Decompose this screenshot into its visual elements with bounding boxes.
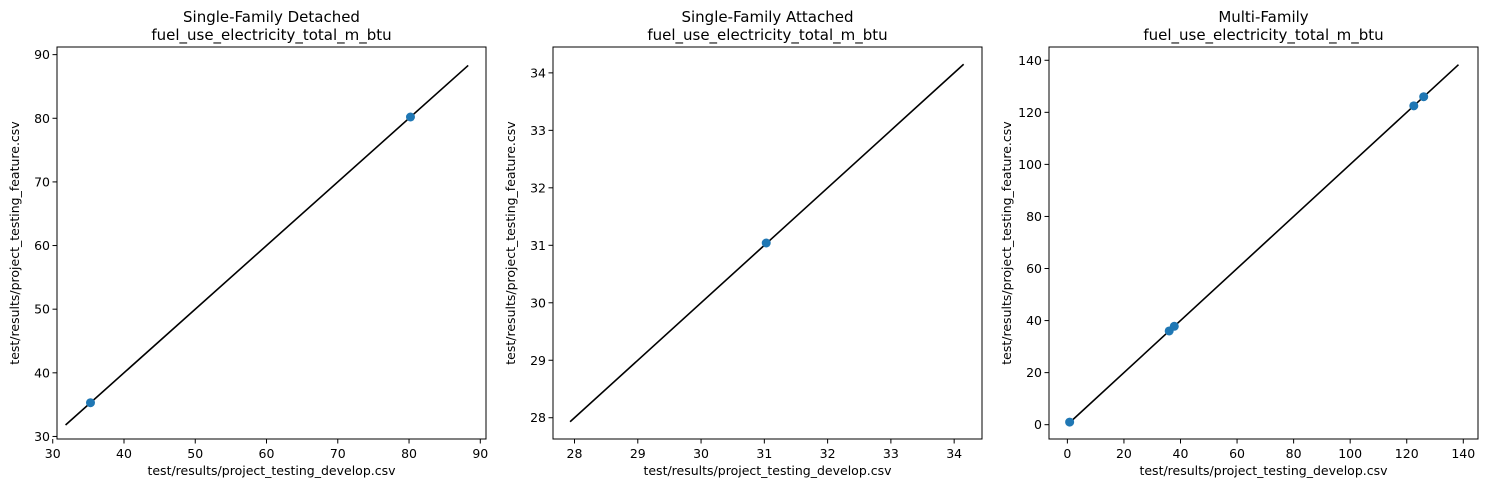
y-tick-label: 120	[1018, 105, 1042, 120]
y-tick-label: 90	[34, 47, 50, 62]
y-tick-label: 32	[530, 180, 546, 195]
x-tick-label: 20	[1116, 446, 1132, 461]
x-tick-label: 28	[567, 446, 583, 461]
y-tick-label: 100	[1018, 157, 1042, 172]
data-point	[761, 238, 771, 248]
x-tick-label: 32	[820, 446, 836, 461]
data-point	[1065, 417, 1075, 427]
data-point	[85, 398, 95, 408]
chart-title: Single-Family Detached	[183, 8, 360, 26]
x-tick-label: 33	[883, 446, 899, 461]
chart-title: Multi-Family	[1218, 8, 1308, 26]
y-tick-label: 60	[1026, 261, 1042, 276]
x-tick-label: 31	[756, 446, 772, 461]
x-tick-label: 90	[472, 446, 488, 461]
y-tick-label: 50	[34, 302, 50, 317]
chart-subtitle: fuel_use_electricity_total_m_btu	[1143, 26, 1383, 45]
x-tick-label: 70	[330, 446, 346, 461]
y-tick-label: 80	[1026, 209, 1042, 224]
y-tick-label: 0	[1034, 417, 1042, 432]
chart-panel-3: Multi-Familyfuel_use_electricity_total_m…	[999, 8, 1479, 478]
x-tick-label: 30	[693, 446, 709, 461]
y-tick-label: 80	[34, 111, 50, 126]
data-point	[1409, 101, 1419, 111]
chart-panel-2: Single-Family Attachedfuel_use_electrici…	[503, 8, 983, 478]
y-tick-label: 60	[34, 238, 50, 253]
y-tick-label: 33	[530, 123, 546, 138]
x-axis-label: test/results/project_testing_develop.csv	[147, 463, 396, 478]
y-tick-label: 29	[530, 353, 546, 368]
y-tick-label: 28	[530, 410, 546, 425]
y-tick-label: 70	[34, 174, 50, 189]
x-axis-label: test/results/project_testing_develop.csv	[1139, 463, 1388, 478]
x-tick-label: 40	[116, 446, 132, 461]
plot-frame	[552, 46, 983, 440]
reference-line	[65, 64, 469, 426]
y-tick-label: 40	[34, 365, 50, 380]
x-tick-label: 140	[1451, 446, 1475, 461]
x-tick-label: 34	[946, 446, 962, 461]
y-tick-label: 31	[530, 238, 546, 253]
y-axis-label: test/results/project_testing_feature.csv	[7, 121, 22, 365]
chart-panel-1: Single-Family Detachedfuel_use_electrici…	[7, 8, 488, 478]
y-tick-label: 30	[34, 429, 50, 444]
y-tick-label: 20	[1026, 365, 1042, 380]
chart-subtitle: fuel_use_electricity_total_m_btu	[151, 26, 391, 45]
y-tick-label: 140	[1018, 53, 1042, 68]
x-tick-label: 80	[401, 446, 417, 461]
plot-frame	[56, 46, 487, 440]
y-axis-label: test/results/project_testing_feature.csv	[999, 121, 1014, 365]
x-tick-label: 60	[1229, 446, 1245, 461]
chart-subtitle: fuel_use_electricity_total_m_btu	[647, 26, 887, 45]
plot-frame	[1048, 46, 1479, 440]
x-tick-label: 80	[1286, 446, 1302, 461]
x-tick-label: 100	[1338, 446, 1362, 461]
data-point	[405, 112, 415, 122]
reference-line	[1068, 64, 1460, 424]
y-axis-label: test/results/project_testing_feature.csv	[503, 121, 518, 365]
chart-title: Single-Family Attached	[681, 8, 853, 26]
x-tick-label: 50	[187, 446, 203, 461]
data-point	[1419, 92, 1429, 102]
x-tick-label: 29	[630, 446, 646, 461]
x-tick-label: 0	[1063, 446, 1071, 461]
y-tick-label: 34	[530, 65, 546, 80]
x-tick-label: 30	[45, 446, 61, 461]
x-tick-label: 60	[259, 446, 275, 461]
data-point	[1169, 321, 1179, 331]
y-tick-label: 30	[530, 295, 546, 310]
x-tick-label: 40	[1173, 446, 1189, 461]
x-tick-label: 120	[1395, 446, 1419, 461]
x-axis-label: test/results/project_testing_develop.csv	[643, 463, 892, 478]
y-tick-label: 40	[1026, 313, 1042, 328]
